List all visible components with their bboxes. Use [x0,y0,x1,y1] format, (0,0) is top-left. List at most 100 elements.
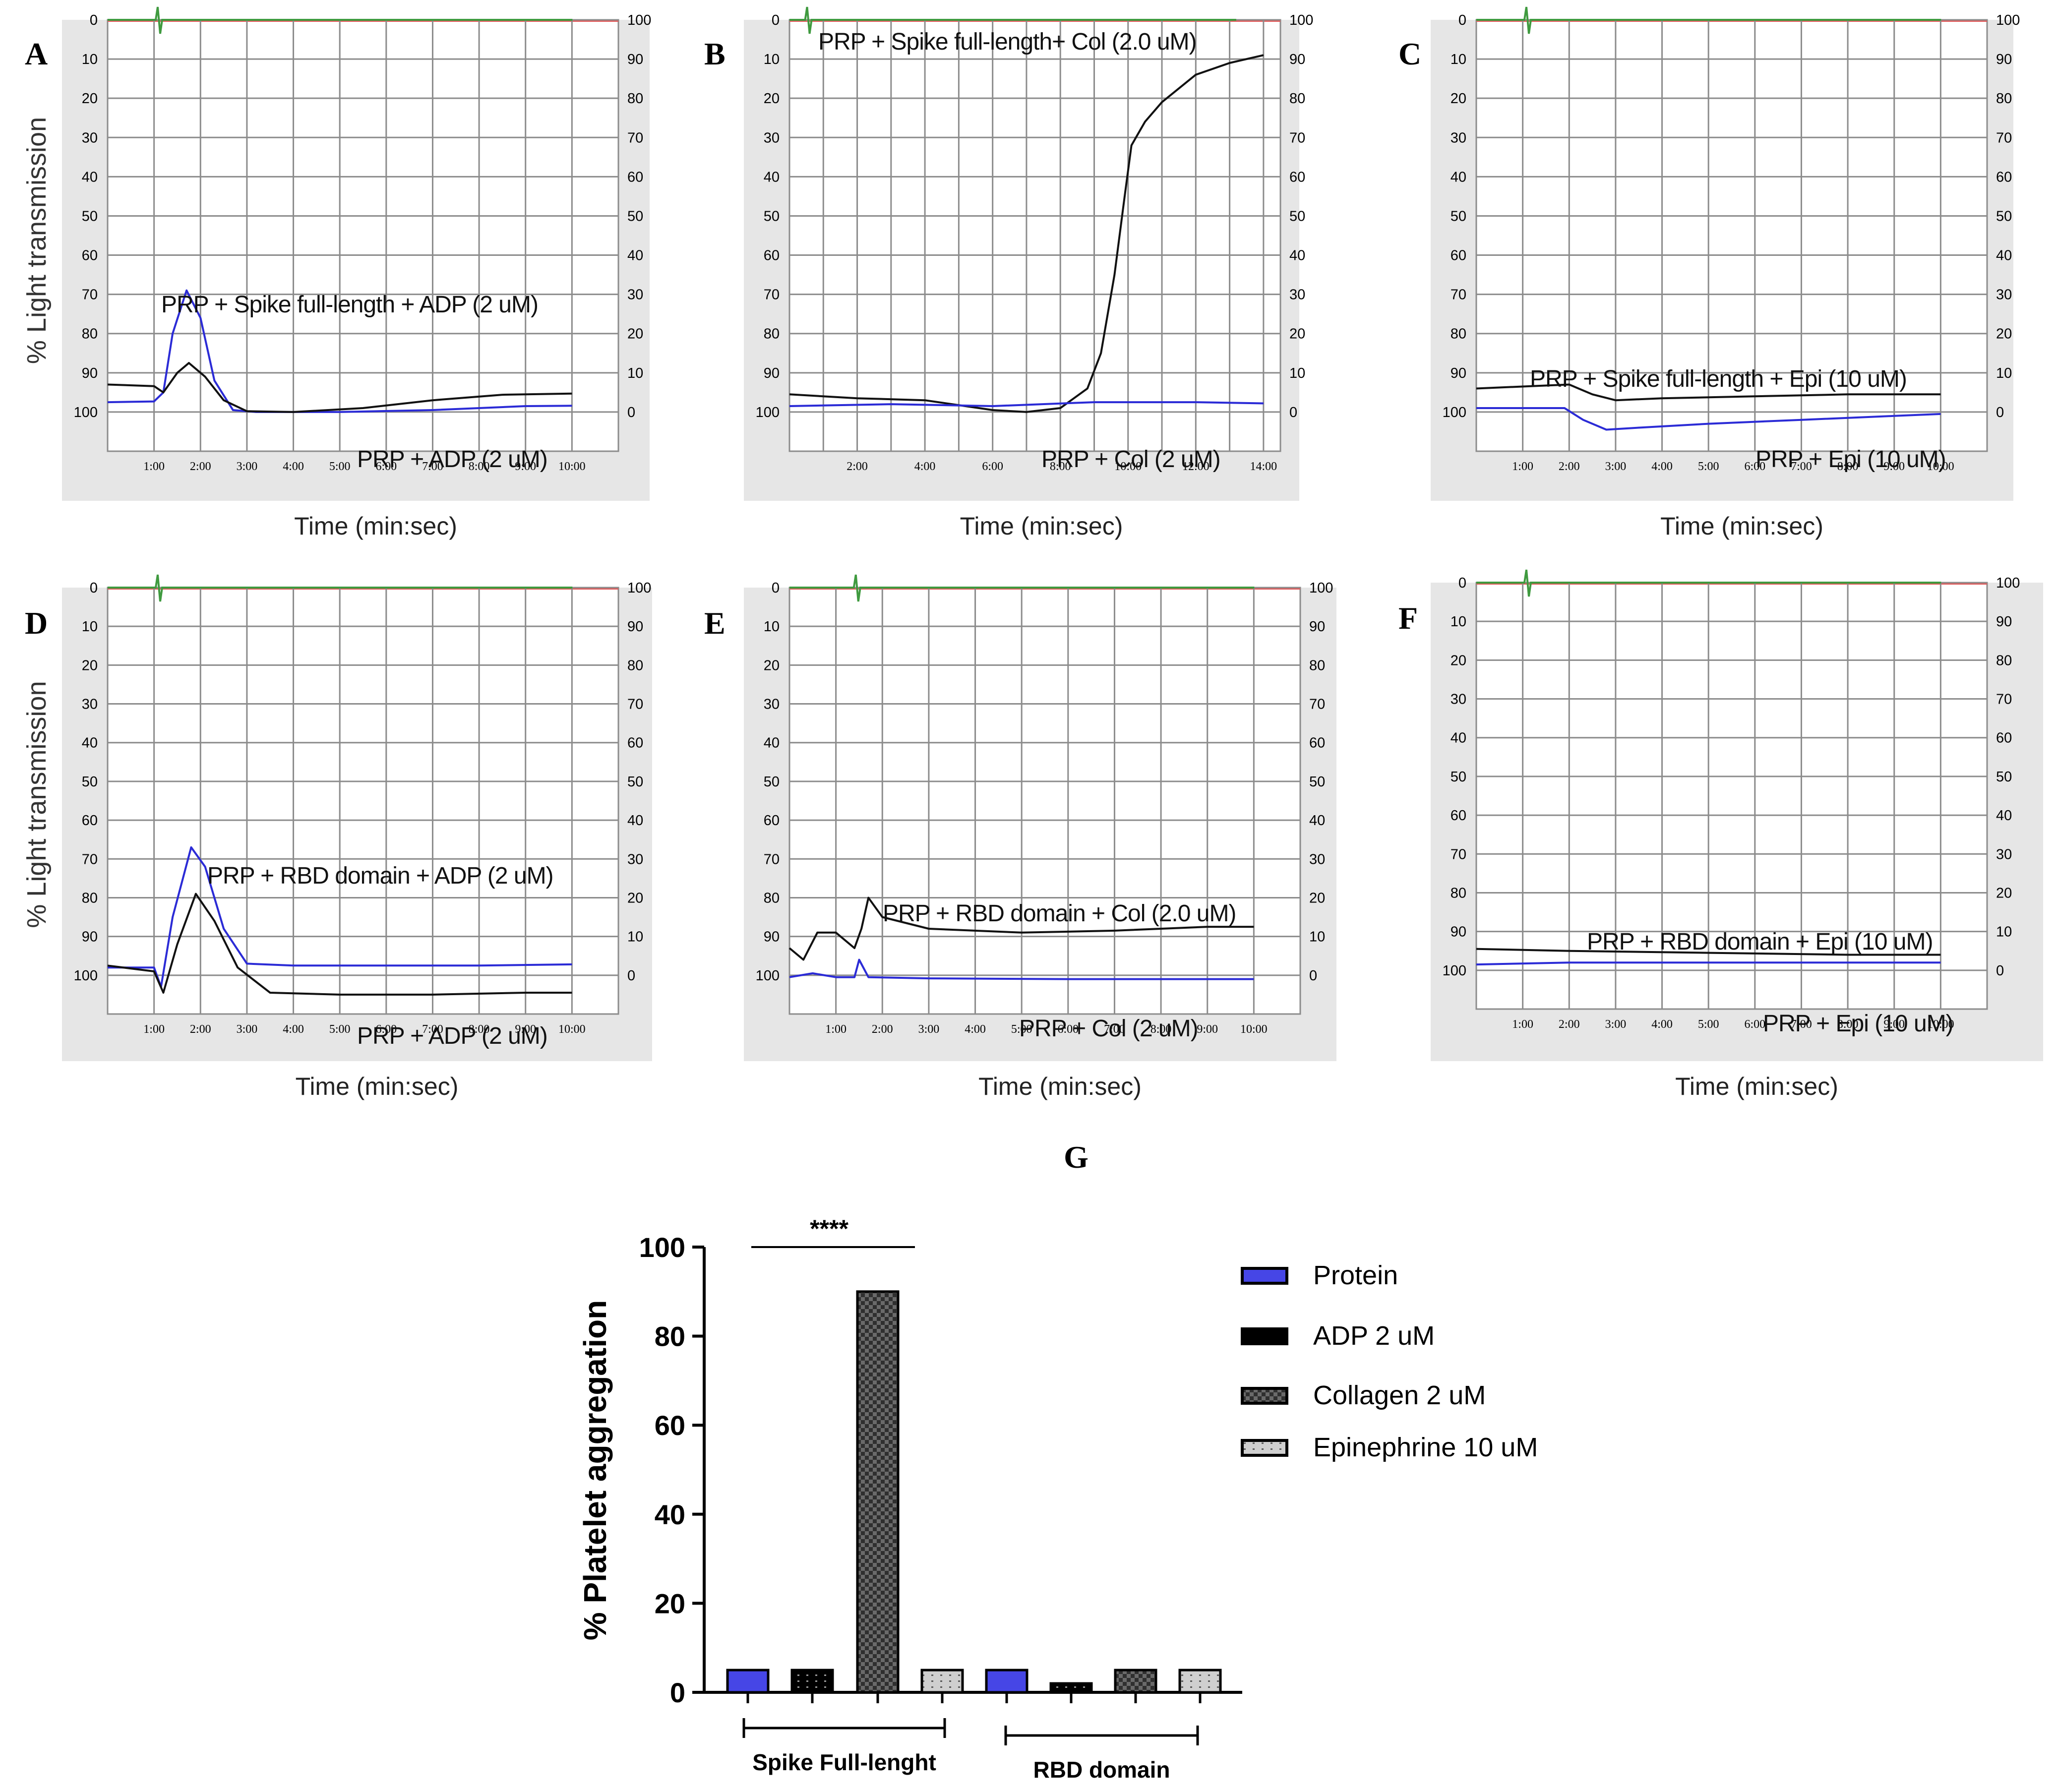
x-tick-f: 6:00 [1744,1018,1765,1031]
x-tick-e: 10:00 [1240,1023,1268,1036]
y-right-tick-e: 80 [1309,657,1325,673]
x-tick-a: 1:00 [143,460,165,473]
y-left-tick-b: 50 [764,208,780,224]
y-left-tick-f: 20 [1451,653,1466,668]
y-right-tick-f: 90 [1996,614,2012,630]
x-tick-c: 8:00 [1837,460,1859,473]
group-label: RBD domain [1033,1757,1170,1783]
y-right-tick-b: 100 [1289,12,1313,28]
y-left-tick-b: 60 [764,248,780,264]
y-left-tick-e: 30 [764,697,780,713]
trace-annotation-d: PRP + ADP (2 uM) [357,1023,547,1049]
y-right-tick-d: 100 [627,580,651,596]
y-right-tick-b: 30 [1289,287,1305,303]
panel-c: C010203040506070809010010090807060504030… [1398,6,2020,540]
y-right-tick-a: 50 [627,208,643,224]
y-right-tick-a: 30 [627,287,643,303]
x-axis-label-a: Time (min:sec) [294,512,457,540]
y-right-tick-b: 50 [1289,208,1305,224]
x-tick-c: 7:00 [1791,460,1812,473]
bar-protein-rbd [985,1669,1028,1694]
trace-annotation-a: PRP + Spike full-length + ADP (2 uM) [161,292,538,318]
y-right-tick-c: 20 [1996,326,2012,342]
y-left-tick-e: 60 [764,813,780,829]
panel-b: B010203040506070809010010090807060504030… [704,6,1313,540]
x-tick-a: 10:00 [558,460,586,473]
y-right-tick-f: 40 [1996,808,2012,824]
y-right-tick-c: 40 [1996,248,2012,264]
y-left-tick-b: 40 [764,169,780,185]
bar-collagen-spike [856,1290,900,1694]
y-left-tick-a: 90 [82,365,98,381]
y-left-tick-a: 10 [82,52,98,67]
y-axis-label-g: % Platelet aggregation [577,1300,613,1640]
y-right-tick-c: 100 [1996,12,2020,28]
y-right-tick-c: 50 [1996,208,2012,224]
y-right-tick-e: 100 [1309,580,1333,596]
y-left-tick-f: 90 [1451,924,1466,940]
bar-adp-spike [790,1669,834,1694]
y-right-tick-a: 70 [627,130,643,146]
trace-f-black [1476,948,1941,956]
y-right-tick-c: 90 [1996,52,2012,67]
y-left-tick-f: 50 [1451,769,1466,785]
y-left-tick-f: 100 [1443,963,1466,979]
x-tick-f: 3:00 [1605,1018,1627,1031]
x-tick-f: 5:00 [1698,1018,1719,1031]
x-tick-f: 2:00 [1559,1018,1580,1031]
y-left-tick-b: 0 [772,12,780,28]
panel-e: E010203040506070809010010090807060504030… [704,574,1336,1100]
x-tick-c: 6:00 [1744,460,1765,473]
y-right-tick-f: 0 [1996,963,2004,979]
y-right-tick-c: 10 [1996,365,2012,381]
x-tick-e: 9:00 [1197,1023,1218,1036]
legend-swatch-adp [1241,1327,1288,1345]
panel-letter-d: D [25,605,48,641]
x-tick-a: 6:00 [375,460,397,473]
legend-swatch-collagen [1241,1387,1288,1405]
y-left-tick-e: 70 [764,851,780,867]
y-left-tick-c: 30 [1451,130,1466,146]
x-tick-b: 12:00 [1182,460,1210,473]
baseline-trace-a [108,6,573,34]
legend-swatch-protein [1241,1267,1288,1285]
y-left-tick-e: 50 [764,774,780,790]
y-left-tick-c: 40 [1451,169,1466,185]
y-left-tick-e: 20 [764,657,780,673]
panel-letter-e: E [704,605,726,641]
y-right-tick-c: 30 [1996,287,2012,303]
y-left-tick-c: 0 [1458,12,1466,28]
y-left-tick-b: 100 [756,405,780,420]
y-right-tick-d: 60 [627,735,643,751]
significance-stars: **** [810,1215,848,1243]
y-left-tick-a: 50 [82,208,98,224]
panel-letter-f: F [1398,600,1418,636]
x-tick-b: 2:00 [847,460,868,473]
x-axis-label-c: Time (min:sec) [1660,512,1823,540]
y-right-tick-b: 40 [1289,248,1305,264]
y-right-tick-d: 70 [627,697,643,713]
y-right-tick-e: 90 [1309,619,1325,635]
y-left-tick-f: 0 [1458,575,1466,591]
y-left-tick-d: 30 [82,697,98,713]
x-tick-a: 5:00 [329,460,351,473]
x-tick-c: 9:00 [1883,460,1905,473]
x-tick-f: 1:00 [1512,1018,1533,1031]
x-tick-c: 3:00 [1605,460,1627,473]
trace-annotation-c: PRP + Epi (10 uM) [1755,446,1946,473]
x-tick-c: 1:00 [1512,460,1533,473]
x-tick-e: 1:00 [825,1023,847,1036]
y-left-tick-c: 80 [1451,326,1466,342]
panel-a: A010203040506070809010010090807060504030… [22,6,651,540]
trace-a-black [107,362,572,413]
panel-letter-c: C [1398,36,1421,71]
trace-annotation-d: PRP + RBD domain + ADP (2 uM) [207,863,553,889]
y-left-tick-b: 90 [764,365,780,381]
x-tick-a: 7:00 [422,460,443,473]
y-right-tick-e: 10 [1309,929,1325,945]
y-right-tick-d: 0 [627,968,635,984]
legend-label-epinephrine: Epinephrine 10 uM [1313,1433,1538,1462]
y-right-tick-b: 20 [1289,326,1305,342]
y-left-tick-d: 10 [82,619,98,635]
group-label: Spike Full-lenght [752,1749,936,1775]
